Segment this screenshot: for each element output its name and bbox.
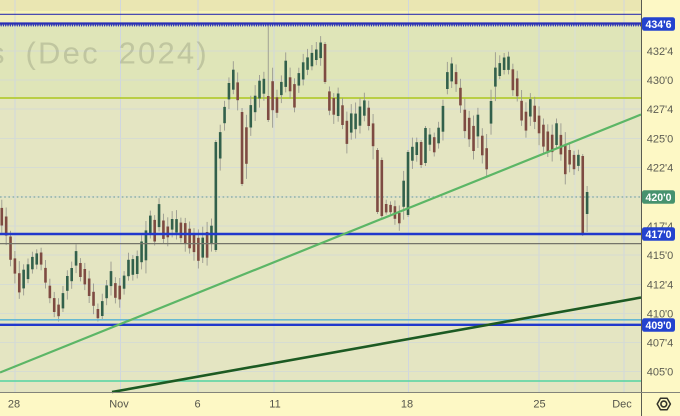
svg-text:Dec: Dec (612, 399, 632, 411)
svg-text:407'4: 407'4 (647, 337, 674, 349)
svg-text:425'0: 425'0 (647, 133, 674, 145)
svg-text:422'4: 422'4 (647, 162, 674, 174)
svg-text:417'0: 417'0 (645, 229, 671, 241)
svg-text:420'0: 420'0 (645, 192, 671, 204)
svg-text:434'6: 434'6 (645, 19, 671, 31)
svg-text:11: 11 (269, 399, 280, 411)
svg-text:s (Dec 2024): s (Dec 2024) (0, 36, 209, 71)
svg-text:415'0: 415'0 (647, 250, 674, 262)
svg-text:430'0: 430'0 (647, 75, 674, 87)
svg-text:28: 28 (8, 399, 20, 411)
svg-text:405'0: 405'0 (647, 366, 674, 378)
svg-text:18: 18 (401, 399, 413, 411)
svg-text:6: 6 (194, 399, 200, 411)
svg-text:409'0: 409'0 (645, 320, 671, 332)
svg-text:25: 25 (533, 399, 545, 411)
svg-text:432'4: 432'4 (647, 46, 674, 58)
svg-text:412'4: 412'4 (647, 279, 674, 291)
svg-text:427'4: 427'4 (647, 104, 674, 116)
svg-text:410'0: 410'0 (647, 308, 674, 320)
svg-text:Nov: Nov (109, 399, 129, 411)
